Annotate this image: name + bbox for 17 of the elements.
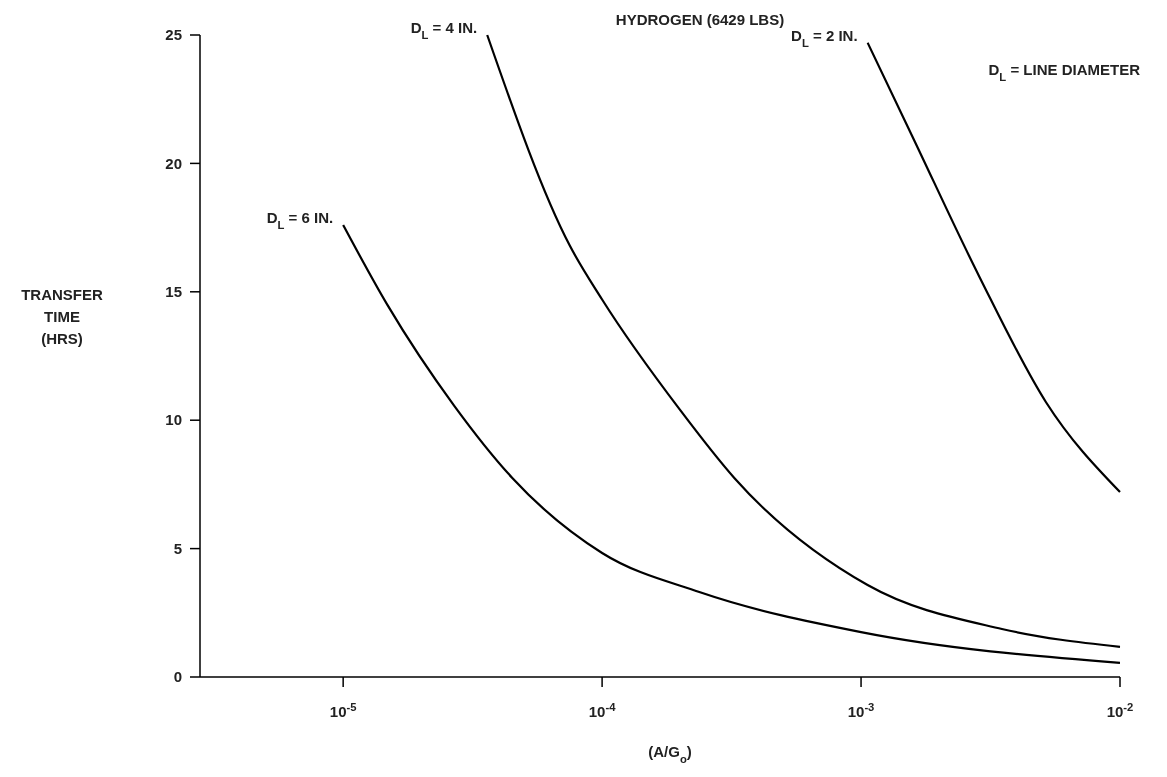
y-tick-label: 10 <box>165 411 182 429</box>
y-tick-label: 25 <box>165 26 182 44</box>
y-tick-label: 20 <box>165 154 182 172</box>
x-tick-label: 10$^{-2}$ <box>1106 701 1134 720</box>
x-axis-title: (A/G$_{o}$) <box>648 743 692 765</box>
y-tick-label: 5 <box>173 539 182 557</box>
y-axis-title: TRANSFER TIME (HRS) <box>21 285 103 347</box>
annotation: D$_{L}$ = LINE DIAMETER <box>988 61 1141 83</box>
x-tick-label: 10$^{-4}$ <box>588 701 617 720</box>
x-tick-label: 10$^{-5}$ <box>329 701 357 720</box>
y-tick-label: 15 <box>165 283 182 301</box>
chart-title: HYDROGEN (6429 LBS) <box>615 11 785 28</box>
series-label: D$_{L}$ = 4 IN. <box>410 19 478 41</box>
series-label: D$_{L}$ = 2 IN. <box>791 26 858 49</box>
x-tick-label: 10$^{-3}$ <box>847 701 875 720</box>
y-tick-label: 0 <box>173 668 182 686</box>
series-label: D$_{L}$ = 6 IN. <box>266 209 334 232</box>
